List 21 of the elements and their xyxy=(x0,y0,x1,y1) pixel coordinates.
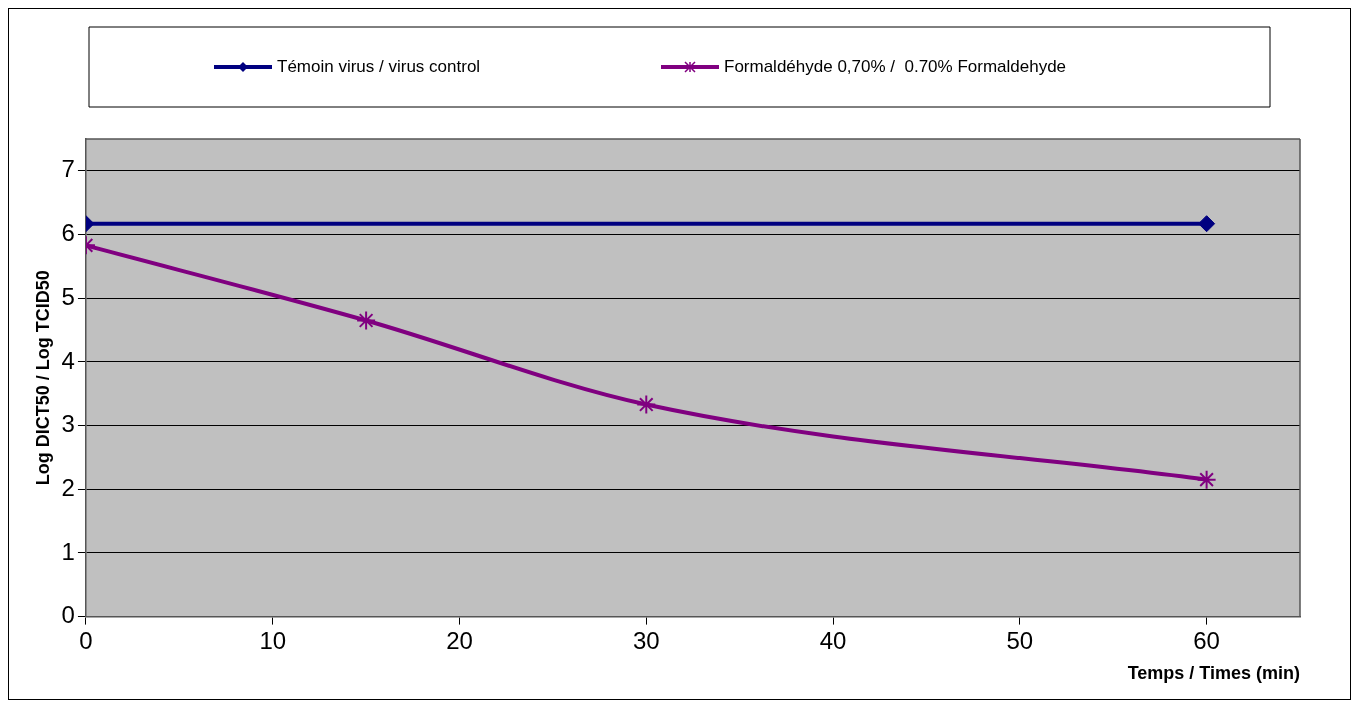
x-tick-label: 10 xyxy=(259,626,287,654)
x-tick-label: 30 xyxy=(632,626,660,654)
x-tick-label: 60 xyxy=(1193,626,1220,654)
legend-label: Formaldéhyde 0,70% / 0.70% Formaldehyde xyxy=(724,56,1067,76)
y-tick-label: 3 xyxy=(61,410,75,438)
x-axis-title: Temps / Times (min) xyxy=(1127,663,1300,684)
x-tick-label: 50 xyxy=(1006,626,1034,654)
legend-label: Témoin virus / virus control xyxy=(277,56,481,76)
y-tick-label: 1 xyxy=(61,537,75,565)
y-tick-label: 5 xyxy=(61,282,75,310)
point xyxy=(1196,469,1217,490)
y-tick-label: 0 xyxy=(61,601,75,629)
x-tick-label: 20 xyxy=(446,626,473,654)
y-tick-label: 4 xyxy=(61,346,75,374)
point xyxy=(636,394,657,415)
x-tick-label: 40 xyxy=(819,626,847,654)
y-tick-label: 7 xyxy=(61,155,75,183)
y-tick-label: 2 xyxy=(61,473,75,501)
y-tick-label: 6 xyxy=(61,219,75,247)
x-tick-label: 0 xyxy=(79,626,93,654)
y-axis-title: Log DICT50 / Log TCID50 xyxy=(32,270,53,486)
